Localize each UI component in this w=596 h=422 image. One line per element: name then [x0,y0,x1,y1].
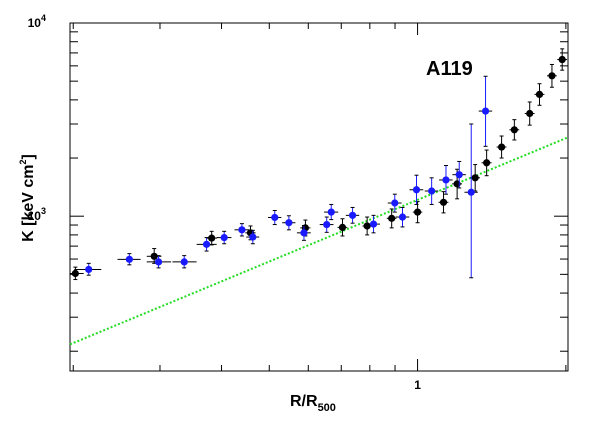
data-point [323,220,331,229]
model-line [69,136,569,346]
data-point [467,188,475,196]
data-point [439,198,448,206]
data-point [348,211,357,219]
data-point [71,269,79,278]
data-point [271,213,279,222]
data-point [85,265,93,274]
data-point [327,208,335,216]
y-axis-label: K [keV cm2] [18,154,37,242]
data-point [455,171,463,179]
y-tick-label: 103 [28,206,46,223]
y-tick-label: 104 [28,13,46,30]
data-point [369,220,378,228]
axis-ticks [70,22,568,371]
plot-area [69,22,569,372]
cluster-name-annotation: A119 [426,58,473,80]
data-point [413,208,422,216]
data-point [388,214,396,222]
data-point [510,126,518,134]
model-line-group [69,136,569,346]
data-point [238,226,246,234]
data-point [548,72,556,80]
data-point [285,219,293,227]
data-point [150,252,158,260]
data-point [412,186,421,194]
data-point [398,213,407,221]
data-point [154,258,163,266]
data-point [363,222,371,230]
data-point [208,234,216,242]
data-point [483,159,491,167]
data-point [338,223,347,231]
x-tick-label: 1 [414,378,421,392]
tick-labels-group: 1 103 104 [28,13,422,392]
data-point [391,199,399,207]
data-point [481,107,490,115]
data-point [442,176,450,184]
series-blue [74,75,493,279]
data-point [526,109,534,118]
data-point [471,174,479,182]
data-point [558,55,566,64]
data-point [428,187,436,195]
data-point [249,233,257,241]
data-point [202,240,211,248]
data-point [180,258,188,266]
data-point [497,143,506,151]
data-points-group [70,48,568,281]
data-point [535,90,544,98]
data-point [300,229,308,237]
x-axis-label: R/R500 [290,393,336,414]
data-point [220,233,228,242]
data-point [125,255,133,263]
